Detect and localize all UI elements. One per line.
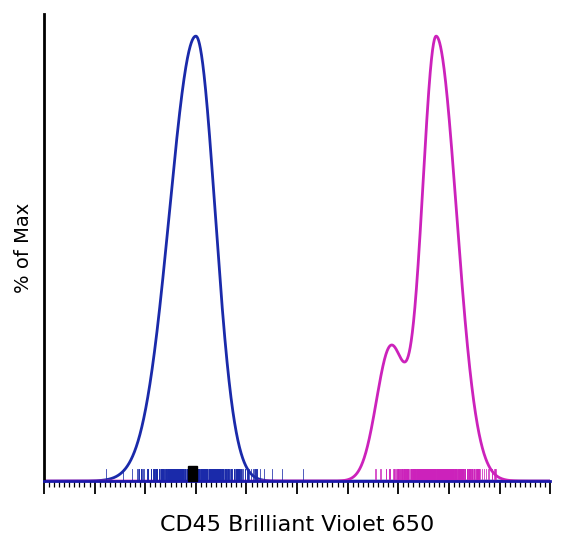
Bar xyxy=(188,466,197,481)
X-axis label: CD45 Brilliant Violet 650: CD45 Brilliant Violet 650 xyxy=(160,515,434,535)
Y-axis label: % of Max: % of Max xyxy=(14,203,33,293)
